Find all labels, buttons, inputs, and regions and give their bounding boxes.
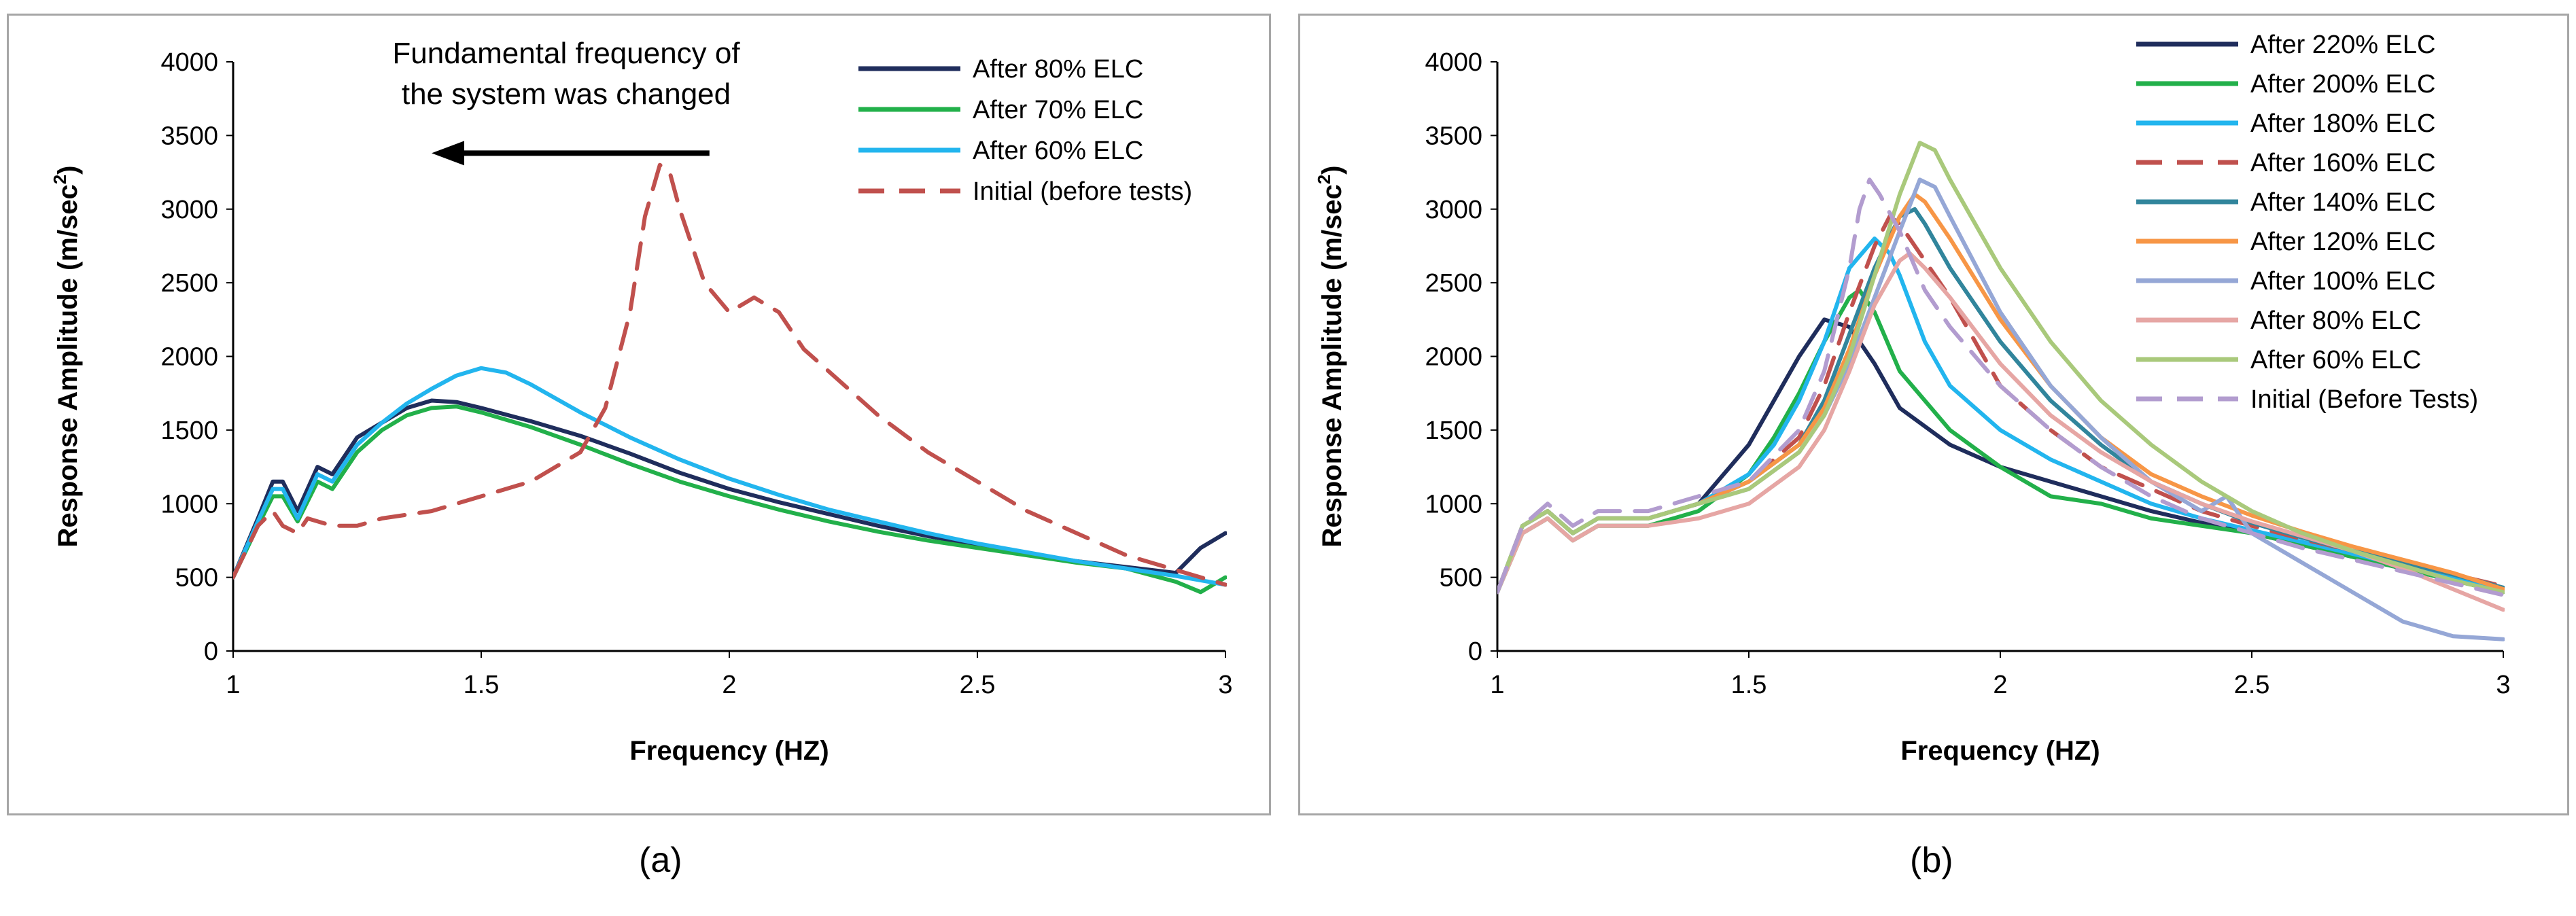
chart-panel-b: 0 500 1000 1500 2000 2500 3000 3500 4000 1 1.5 2 2.5…: [1298, 14, 2569, 815]
chart-b-legend-label-0: After 220% ELC: [2250, 31, 2435, 59]
chart-a-series-1-line: [233, 404, 1227, 595]
chart-b-y-tick-label: 500: [1440, 564, 1482, 593]
chart-a-legend-label-0: After 80% ELC: [973, 55, 1143, 84]
chart-a-x-tick-label: 1.5: [464, 671, 500, 699]
chart-b-y-tick-label: 0: [1468, 637, 1482, 666]
chart-b-x-tick-label: 1.5: [1731, 671, 1767, 699]
chart-a-y-axis-title: Response Amplitude (m/sec2): [50, 166, 83, 548]
chart-a-y-tick-label: 4000: [160, 48, 218, 77]
chart-a-series-0-line: [233, 398, 1227, 580]
chart-a-annotation-line1: Fundamental frequency of: [392, 37, 740, 70]
chart-b-legend-label-9: Initial (Before Tests): [2250, 385, 2478, 414]
chart-a-x-tick-label: 3: [1218, 671, 1232, 699]
chart-a-annotation-line2: the system was changed: [402, 77, 731, 111]
chart-b-legend-label-2: After 180% ELC: [2250, 109, 2435, 138]
chart-b-legend-label-7: After 80% ELC: [2250, 306, 2421, 335]
chart-a-y-tick-label: 2500: [160, 269, 218, 298]
chart-b-series-9-line: [1497, 177, 2505, 597]
chart-b-y-tick-label: 1000: [1425, 490, 1482, 518]
chart-a-y-tick-label: 1500: [160, 417, 218, 445]
chart-b-svg: 0 500 1000 1500 2000 2500 3000 3500 4000 1 1.5 2 2.5…: [1314, 31, 2511, 766]
chart-a-x-tick-label: 2: [722, 671, 736, 699]
chart-b-x-tick-label: 2: [1993, 671, 2007, 699]
chart-panel-a: 0 500 1000 1500 2000 2500 3000 3500 4000 1 1.5 2 2.5…: [7, 14, 1271, 815]
chart-a-y-tick-label: 3500: [160, 122, 218, 150]
chart-a-y-tick-label: 3000: [160, 196, 218, 224]
chart-b-y-tick-label: 4000: [1425, 48, 1482, 77]
chart-a-y-tick-label: 1000: [160, 490, 218, 518]
chart-b-y-tick-label: 3500: [1425, 122, 1482, 150]
chart-a-series-2-line: [233, 366, 1227, 587]
chart-a-x-tick-label: 1: [226, 671, 240, 699]
chart-b-series-8-line: [1497, 141, 2505, 595]
caption-b: (b): [1910, 841, 1953, 880]
chart-b-legend-label-3: After 160% ELC: [2250, 149, 2435, 177]
chart-b-x-axis-title: Frequency (HZ): [1900, 736, 2100, 766]
chart-b-x-tick-label: 3: [2496, 671, 2510, 699]
chart-a-legend-label-2: After 60% ELC: [973, 137, 1143, 165]
chart-a-annotation-arrow-head: [432, 141, 464, 166]
caption-a: (a): [639, 841, 682, 880]
chart-b-legend-label-8: After 60% ELC: [2250, 346, 2421, 374]
chart-b-x-tick-label: 1: [1490, 671, 1504, 699]
chart-a-y-tick-label: 0: [204, 637, 218, 666]
chart-b-legend-label-6: After 100% ELC: [2250, 267, 2435, 296]
chart-b-legend-label-1: After 200% ELC: [2250, 70, 2435, 99]
chart-b-legend-label-4: After 140% ELC: [2250, 188, 2435, 217]
chart-b-legend-label-5: After 120% ELC: [2250, 228, 2435, 256]
chart-b-x-tick-label: 2.5: [2234, 671, 2270, 699]
chart-b-y-tick-label: 1500: [1425, 417, 1482, 445]
chart-b-y-tick-label: 3000: [1425, 196, 1482, 224]
chart-a-y-tick-label: 2000: [160, 343, 218, 372]
chart-a-x-axis-title: Frequency (HZ): [629, 736, 829, 766]
chart-a-y-tick-label: 500: [175, 564, 218, 593]
chart-b-y-tick-label: 2000: [1425, 343, 1482, 372]
chart-b-y-axis-title: Response Amplitude (m/sec2): [1314, 166, 1347, 548]
chart-a-svg: 0 500 1000 1500 2000 2500 3000 3500 4000 1 1.5 2 2.5…: [50, 37, 1233, 766]
chart-a-legend-label-3: Initial (before tests): [973, 177, 1192, 206]
chart-b-y-tick-label: 2500: [1425, 269, 1482, 298]
chart-a-legend-label-1: After 70% ELC: [973, 96, 1143, 124]
chart-a-series-3-line: [233, 162, 1227, 587]
chart-a-x-tick-label: 2.5: [960, 671, 996, 699]
